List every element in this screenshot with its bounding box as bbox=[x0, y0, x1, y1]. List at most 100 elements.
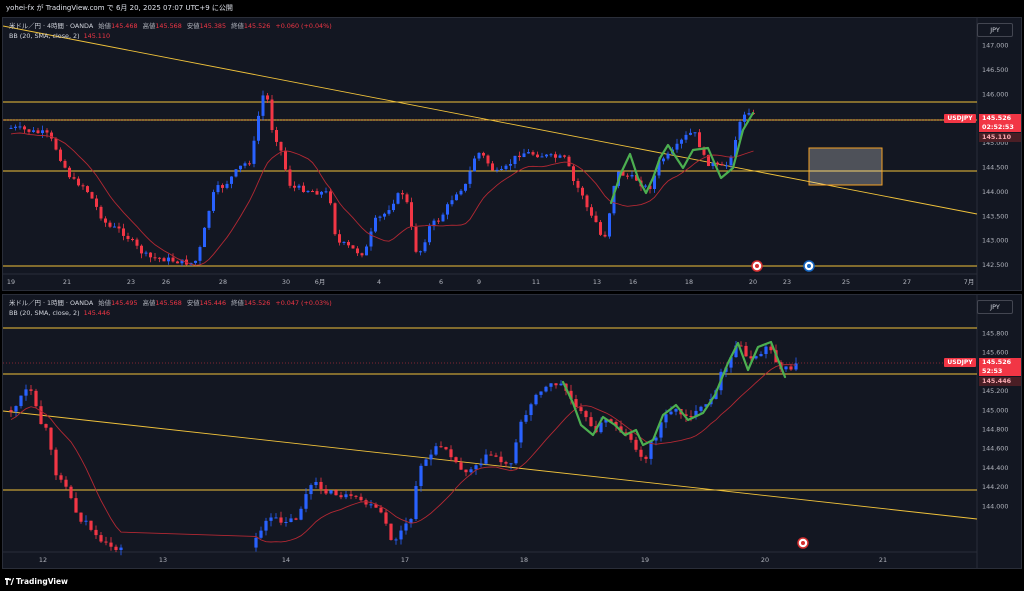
candle-body bbox=[689, 132, 692, 135]
candle-body bbox=[599, 422, 603, 433]
candle-body bbox=[524, 415, 528, 422]
candle-body bbox=[419, 465, 423, 487]
tradingview-logo-icon bbox=[5, 578, 14, 585]
candle-body bbox=[81, 185, 85, 187]
candle-body bbox=[539, 391, 543, 395]
candle-body bbox=[294, 518, 298, 520]
tradingview-footer[interactable]: TradingView bbox=[0, 572, 1024, 591]
bb-label: BB (20, SMA, close, 2) bbox=[9, 32, 80, 40]
candle-body bbox=[131, 238, 134, 240]
time-axis-label: 30 bbox=[282, 278, 290, 286]
candle-body bbox=[44, 424, 48, 428]
candle-body bbox=[27, 129, 31, 132]
economic-event-icon-dot bbox=[755, 264, 759, 268]
legend-open: 145.468 bbox=[111, 22, 138, 30]
candle-body bbox=[378, 216, 382, 218]
candle-body bbox=[41, 130, 44, 134]
candle-body bbox=[401, 193, 404, 195]
candle-body bbox=[259, 530, 263, 538]
candle-body bbox=[261, 95, 265, 116]
last-price-tag-top: 145.526 bbox=[979, 114, 1021, 123]
candle-body bbox=[608, 213, 611, 237]
candle-body bbox=[248, 163, 251, 165]
candle-body bbox=[126, 235, 130, 239]
candle-body bbox=[604, 419, 608, 423]
candle-body bbox=[356, 248, 359, 254]
time-axis-label: 18 bbox=[685, 278, 693, 286]
candle-body bbox=[39, 406, 43, 425]
candle-body bbox=[410, 202, 413, 227]
candle-body bbox=[437, 220, 440, 222]
candle-body bbox=[119, 547, 123, 551]
candle-body bbox=[414, 226, 418, 252]
candle-body bbox=[716, 162, 719, 165]
candle-body bbox=[171, 257, 175, 262]
candle-body bbox=[459, 190, 463, 195]
time-axis-label: 26 bbox=[162, 278, 170, 286]
legend-close: 145.526 bbox=[243, 299, 271, 307]
time-axis-label: 25 bbox=[842, 278, 850, 286]
candle-body bbox=[269, 517, 273, 521]
candle-body bbox=[99, 206, 103, 219]
candle-body bbox=[32, 130, 35, 132]
currency-button-bottom[interactable]: JPY bbox=[977, 300, 1013, 314]
legend-low: 145.446 bbox=[199, 299, 227, 307]
candle-body bbox=[585, 195, 589, 208]
time-axis-label: 19 bbox=[7, 278, 15, 286]
candle-body bbox=[729, 156, 733, 166]
price-axis-label: 144.200 bbox=[982, 483, 1008, 491]
candle-body bbox=[77, 178, 80, 186]
candle-body bbox=[486, 155, 490, 164]
candle-body bbox=[599, 222, 602, 235]
candle-body bbox=[629, 433, 633, 440]
candle-body bbox=[234, 169, 238, 177]
candle-body bbox=[409, 519, 413, 524]
chart-panel-1h[interactable]: 145.800145.600145.400145.200145.000144.8… bbox=[2, 294, 1022, 569]
candle-body bbox=[9, 410, 13, 412]
candle-body bbox=[338, 234, 341, 243]
price-axis-label: 144.800 bbox=[982, 426, 1008, 434]
candle-body bbox=[540, 156, 544, 158]
candle-body bbox=[491, 163, 494, 171]
candle-body bbox=[459, 462, 463, 470]
candle-body bbox=[482, 152, 485, 156]
candle-body bbox=[794, 363, 798, 370]
candle-body bbox=[369, 504, 373, 506]
candle-body bbox=[149, 252, 152, 258]
candle-body bbox=[45, 130, 49, 133]
price-chart-1h[interactable]: 145.800145.600145.400145.200145.000144.8… bbox=[3, 295, 1022, 569]
candle-body bbox=[621, 171, 625, 176]
time-axis-label: 13 bbox=[159, 556, 167, 564]
candle-body bbox=[288, 169, 292, 186]
candle-body bbox=[514, 442, 518, 464]
legend-close-label: 終値 bbox=[231, 22, 244, 30]
legend-open-label: 始値 bbox=[98, 299, 112, 307]
candle-body bbox=[405, 194, 409, 203]
legend-low: 145.385 bbox=[199, 22, 227, 30]
price-chart-4h[interactable]: 147.000146.500146.000145.500145.000144.5… bbox=[3, 18, 1022, 291]
candle-body bbox=[704, 404, 708, 407]
time-axis-label: 6 bbox=[439, 278, 443, 286]
candle-body bbox=[279, 517, 283, 523]
candle-body bbox=[365, 246, 368, 256]
candle-body bbox=[444, 447, 448, 450]
candle-body bbox=[522, 153, 526, 158]
candle-body bbox=[389, 523, 393, 540]
legend-bb-4h[interactable]: BB (20, SMA, close, 2) 145.110 bbox=[9, 31, 110, 41]
price-axis-label: 144.500 bbox=[982, 164, 1008, 172]
candle-body bbox=[167, 257, 170, 262]
symbol-tag-top: USDJPY bbox=[944, 114, 976, 123]
candle-body bbox=[90, 192, 94, 199]
candle-body bbox=[329, 191, 332, 204]
candle-body bbox=[662, 158, 665, 162]
price-axis-label: 145.800 bbox=[982, 330, 1008, 338]
currency-button-top[interactable]: JPY bbox=[977, 23, 1013, 37]
time-axis-label: 20 bbox=[761, 556, 769, 564]
candle-body bbox=[653, 175, 656, 189]
chart-panel-4h[interactable]: 147.000146.500146.000145.500145.000144.5… bbox=[2, 17, 1022, 291]
candle-body bbox=[424, 459, 428, 466]
candle-body bbox=[734, 139, 737, 157]
candle-body bbox=[374, 217, 377, 232]
time-axis-label: 23 bbox=[127, 278, 135, 286]
legend-bb-1h[interactable]: BB (20, SMA, close, 2) 145.446 bbox=[9, 308, 110, 318]
